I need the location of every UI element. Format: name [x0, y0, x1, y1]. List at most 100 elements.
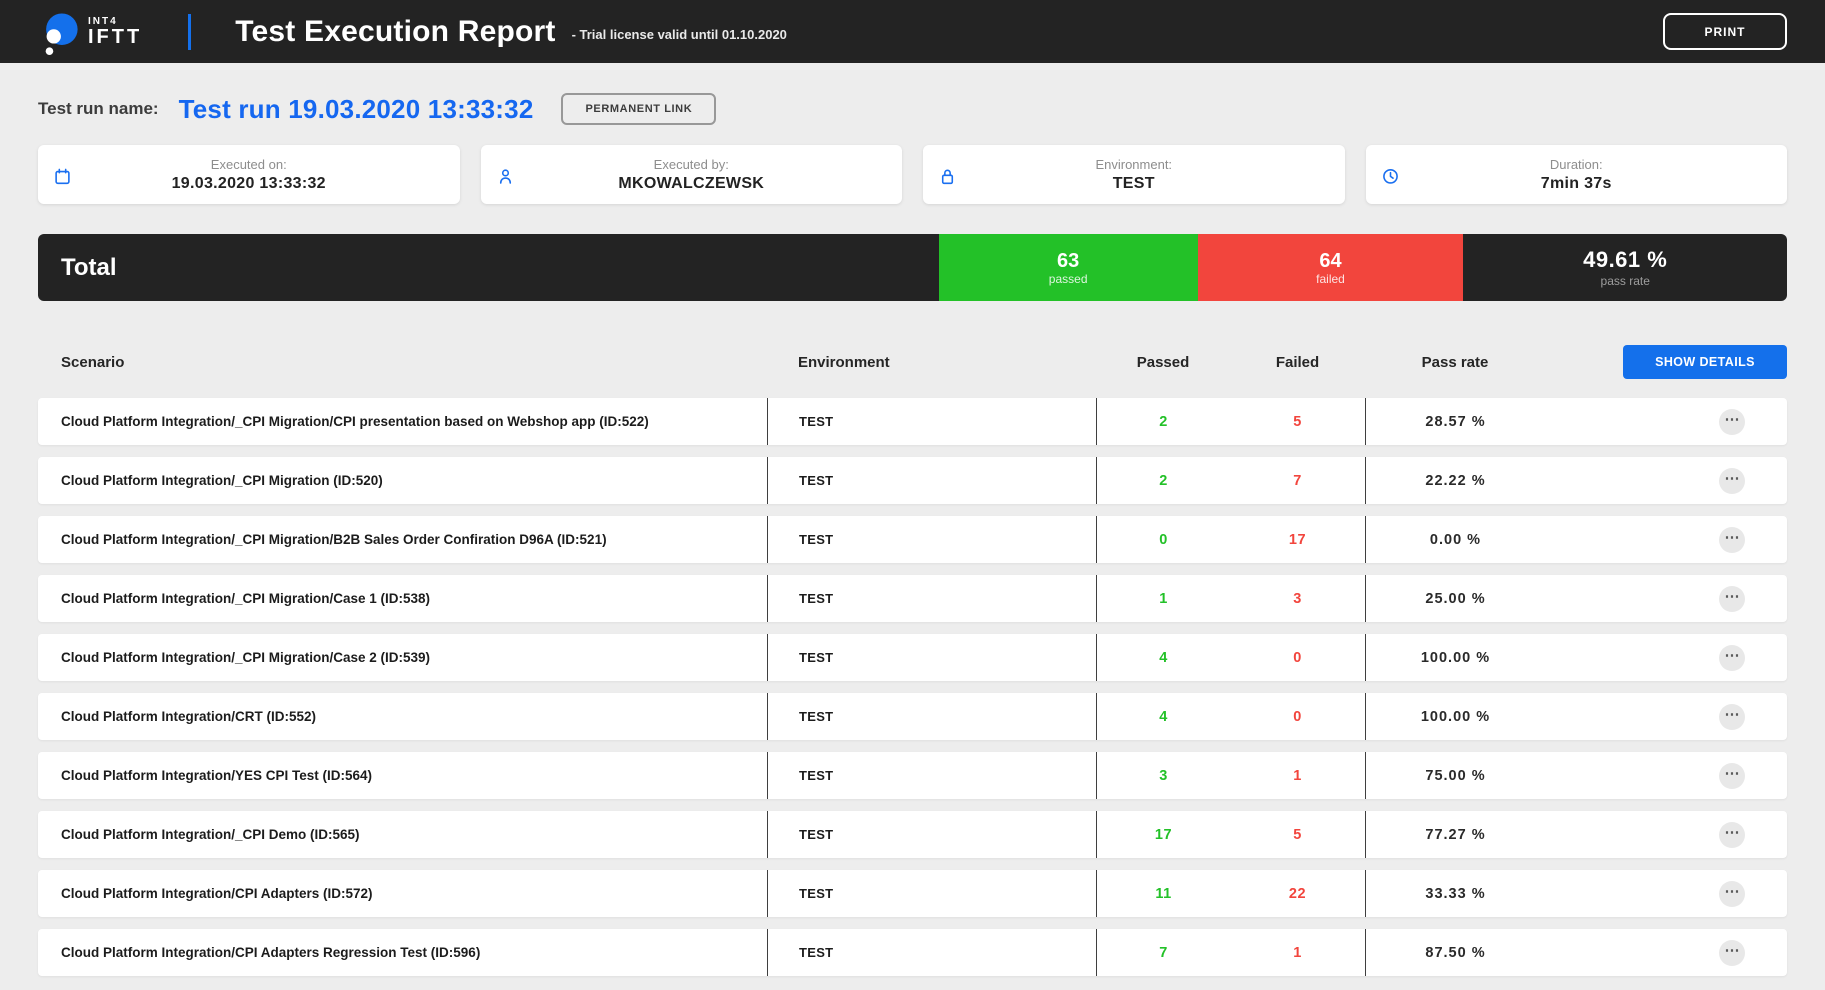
total-passed-count: 63: [1057, 249, 1080, 272]
total-failed-label: failed: [1316, 271, 1345, 286]
environment-cell: TEST: [799, 591, 834, 606]
logo-text: INT4 IFTT: [88, 16, 142, 47]
pass-rate-value: 77.27 %: [1425, 826, 1486, 843]
ellipsis-icon: ⋯: [1724, 529, 1740, 546]
passed-count: 7: [1159, 944, 1168, 961]
scenario-name: Cloud Platform Integration/_CPI Migratio…: [61, 414, 649, 429]
scenario-name: Cloud Platform Integration/_CPI Migratio…: [61, 532, 607, 547]
table-row: Cloud Platform Integration/_CPI Demo (ID…: [38, 811, 1787, 858]
more-options-button[interactable]: ⋯: [1719, 467, 1745, 494]
more-options-button[interactable]: ⋯: [1719, 585, 1745, 612]
executed-by-label: Executed by:: [653, 156, 729, 172]
ellipsis-icon: ⋯: [1724, 824, 1740, 841]
environment-cell: TEST: [799, 650, 834, 665]
environment-label: Environment:: [1095, 156, 1173, 172]
total-failed-count: 64: [1319, 249, 1342, 272]
ellipsis-icon: ⋯: [1724, 588, 1740, 605]
show-details-button[interactable]: SHOW DETAILS: [1623, 345, 1787, 379]
executed-by-card: Executed by: MKOWALCZEWSK: [480, 145, 902, 204]
passed-count: 17: [1154, 826, 1173, 843]
more-options-button[interactable]: ⋯: [1719, 644, 1745, 671]
failed-count: 5: [1293, 413, 1302, 430]
more-options-button[interactable]: ⋯: [1719, 821, 1745, 848]
pass-rate-value: 0.00 %: [1429, 531, 1482, 548]
total-pass-rate-value: 49.61 %: [1583, 246, 1668, 272]
environment-card: Environment: TEST: [923, 145, 1345, 204]
pass-rate-value: 28.57 %: [1425, 413, 1486, 430]
table-body: Cloud Platform Integration/_CPI Migratio…: [38, 398, 1787, 976]
more-options-button[interactable]: ⋯: [1719, 408, 1745, 435]
failed-count: 1: [1293, 767, 1302, 784]
environment-column-header: Environment: [798, 353, 890, 371]
environment-cell: TEST: [799, 709, 834, 724]
passed-count: 4: [1159, 708, 1168, 725]
scenario-name: Cloud Platform Integration/_CPI Migratio…: [61, 650, 431, 665]
failed-count: 0: [1293, 649, 1302, 666]
environment-value: TEST: [1112, 174, 1155, 192]
passed-count: 2: [1159, 472, 1168, 489]
test-run-name-value: Test run 19.03.2020 13:33:32: [178, 93, 534, 124]
permanent-link-button[interactable]: PERMANENT LINK: [561, 93, 717, 125]
logo-top-label: INT4: [88, 16, 118, 27]
header-divider: [188, 13, 192, 50]
table-row: Cloud Platform Integration/_CPI Migratio…: [38, 575, 1787, 622]
failed-count: 7: [1293, 472, 1302, 489]
table-row: Cloud Platform Integration/_CPI Migratio…: [38, 457, 1787, 504]
table-row: Cloud Platform Integration/CPI Adapters …: [38, 870, 1787, 917]
executed-on-label: Executed on:: [210, 156, 287, 172]
lock-icon: [939, 167, 956, 184]
more-options-button[interactable]: ⋯: [1719, 939, 1745, 966]
duration-label: Duration:: [1549, 156, 1603, 172]
more-options-button[interactable]: ⋯: [1719, 703, 1745, 730]
pass-rate-value: 100.00 %: [1420, 649, 1491, 666]
scenario-name: Cloud Platform Integration/CPI Adapters …: [61, 945, 481, 960]
passed-count: 1: [1159, 590, 1168, 607]
user-icon: [497, 167, 514, 184]
print-button[interactable]: PRINT: [1663, 13, 1787, 50]
table-row: Cloud Platform Integration/YES CPI Test …: [38, 752, 1787, 799]
ellipsis-icon: ⋯: [1724, 647, 1740, 664]
pass-rate-column-header: Pass rate: [1421, 353, 1489, 371]
environment-cell: TEST: [799, 945, 834, 960]
passed-column-header: Passed: [1136, 353, 1190, 371]
logo-bottom-label: IFTT: [88, 26, 143, 48]
passed-count: 11: [1155, 885, 1172, 902]
ellipsis-icon: ⋯: [1724, 706, 1740, 723]
total-pass-rate-label: pass rate: [1600, 273, 1650, 288]
table-header-row: Scenario Environment Passed Failed Pass …: [38, 342, 1787, 382]
more-options-button[interactable]: ⋯: [1719, 880, 1745, 907]
ellipsis-icon: ⋯: [1724, 411, 1740, 428]
environment-cell: TEST: [799, 414, 834, 429]
ellipsis-icon: ⋯: [1724, 765, 1740, 782]
clock-icon: [1382, 167, 1399, 184]
total-failed-segment: 64 failed: [1197, 234, 1464, 301]
scenario-name: Cloud Platform Integration/_CPI Migratio…: [61, 591, 431, 606]
test-run-name-label: Test run name:: [38, 99, 159, 118]
environment-cell: TEST: [799, 532, 834, 547]
scenario-name: Cloud Platform Integration/YES CPI Test …: [61, 768, 373, 783]
executed-on-card: Executed on: 19.03.2020 13:33:32: [38, 145, 460, 204]
total-label-section: Total: [38, 234, 939, 301]
more-options-button[interactable]: ⋯: [1719, 526, 1745, 553]
failed-count: 0: [1293, 708, 1302, 725]
failed-count: 5: [1293, 826, 1302, 843]
environment-cell: TEST: [799, 768, 834, 783]
passed-count: 0: [1159, 531, 1168, 548]
total-passed-label: passed: [1048, 271, 1088, 286]
total-label: Total: [61, 253, 117, 281]
failed-column-header: Failed: [1275, 353, 1320, 371]
failed-count: 3: [1293, 590, 1302, 607]
scenario-column-header: Scenario: [61, 353, 125, 371]
passed-count: 4: [1159, 649, 1168, 666]
info-cards-row: Executed on: 19.03.2020 13:33:32 Execute…: [38, 145, 1787, 204]
more-options-button[interactable]: ⋯: [1719, 762, 1745, 789]
executed-by-value: MKOWALCZEWSK: [618, 174, 765, 192]
scenario-name: Cloud Platform Integration/_CPI Migratio…: [61, 473, 383, 488]
scenario-table: Scenario Environment Passed Failed Pass …: [38, 342, 1787, 976]
table-row: Cloud Platform Integration/_CPI Migratio…: [38, 398, 1787, 445]
pass-rate-value: 100.00 %: [1420, 708, 1491, 725]
failed-count: 17: [1288, 531, 1307, 548]
total-summary-bar: Total 63 passed 64 failed 49.61 % pass r…: [38, 234, 1787, 301]
executed-on-value: 19.03.2020 13:33:32: [171, 174, 326, 192]
pass-rate-value: 87.50 %: [1425, 944, 1486, 961]
